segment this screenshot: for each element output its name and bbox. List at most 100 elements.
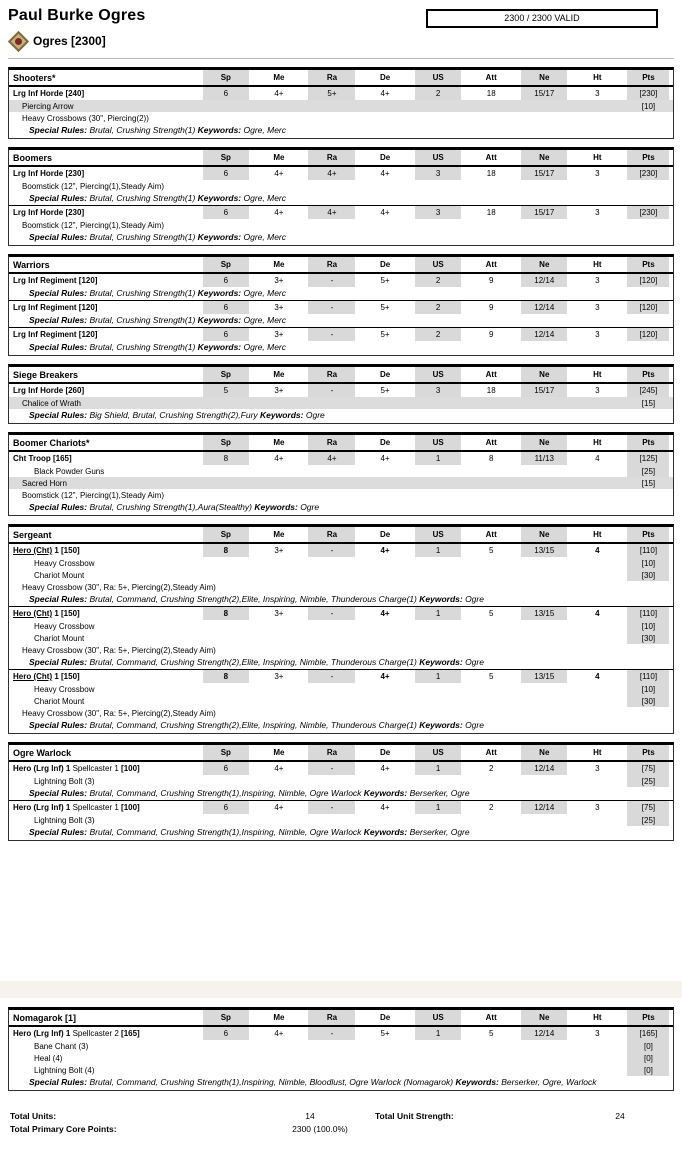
weapon-row: Heavy Crossbow (30", Ra: 5+, Piercing(2)…: [9, 707, 673, 719]
stat-cell-sp: 6: [199, 167, 253, 180]
stat-cell-pts: [75]: [623, 762, 673, 775]
weapon-row: Boomstick (12", Piercing(1),Steady Aim): [9, 180, 673, 192]
unit-table-nomagarok-1: Nomagarok [1] Sp Me Ra De US Att Ne Ht Pts Hero (L…: [8, 1007, 674, 1091]
unit-name: Lrg Inf Horde [230]: [9, 167, 199, 180]
stat-cell-de: 4+: [358, 205, 412, 219]
table-header-row: Nomagarok [1] Sp Me Ra De US Att Ne Ht Pts: [9, 1010, 673, 1027]
upgrade-name: Chariot Mount: [34, 696, 85, 706]
column-header-sp: Sp: [199, 1010, 253, 1027]
stat-cell-ra: -: [305, 274, 359, 287]
keywords-label: Keywords:: [197, 193, 242, 203]
stat-cell-ne: 15/17: [517, 205, 571, 219]
column-header-ne: Ne: [517, 257, 571, 274]
stat-cell-ht: 3: [595, 1029, 600, 1038]
stat-cell-pts: [125]: [623, 452, 673, 465]
special-rules-label: Special Rules:: [29, 657, 88, 667]
upgrade-name: Heal (4): [34, 1053, 63, 1063]
keywords-list: Berserker, Ogre: [407, 788, 470, 798]
unit-row: Lrg Inf Horde [230] 6 4+ 4+ 4+ 3 18 15/17 3 [230]: [9, 205, 673, 219]
upgrade-name: Lightning Bolt (3): [34, 815, 95, 825]
column-header-ht: Ht: [570, 367, 624, 384]
column-header-de: De: [358, 1010, 412, 1027]
unit-name: Hero (Lrg Inf) 1 Spellcaster 1 [100]: [9, 762, 199, 775]
table-name: Warriors: [9, 257, 200, 274]
stat-cell-sp: 6: [199, 87, 253, 100]
page-title: Paul Burke Ogres: [8, 7, 146, 24]
row-pts-value: [25]: [623, 814, 673, 826]
stat-cell-me: 3+: [252, 669, 306, 683]
table-header-row: Siege Breakers Sp Me Ra De US Att Ne Ht Pts: [9, 367, 673, 384]
special-rules-text: Special Rules: Big Shield, Brutal, Crush…: [9, 409, 673, 423]
stat-cell-ne: 12/14: [517, 762, 571, 775]
upgrade-name: Heavy Crossbow: [34, 684, 95, 694]
stat-cell-ht: 3: [595, 386, 600, 395]
upgrade-row: Heavy Crossbow [10]: [9, 620, 673, 632]
diamond-gem-icon: [7, 30, 30, 52]
row-pts-value: [10]: [623, 683, 673, 695]
unit-name-part: Lrg Inf Horde [240]: [13, 89, 85, 98]
stat-cell-de: 5+: [380, 386, 390, 395]
upgrade-row: Heal (4) [0]: [9, 1052, 673, 1064]
special-rules-list: Brutal, Command, Crushing Strength(2),El…: [87, 594, 420, 604]
stat-cell-de: 4+: [380, 454, 390, 463]
unit-row: Lrg Inf Regiment [120] 6 3+ - 5+ 2 9 12/14 3 [120…: [9, 274, 673, 287]
unit-name-part: 1 [150]: [52, 546, 80, 555]
stat-cell-pts: [110]: [623, 669, 673, 683]
column-header-att: Att: [464, 150, 518, 167]
unit-link[interactable]: Hero (Cht): [13, 546, 53, 555]
special-rules-text: Special Rules: Brutal, Command, Crushing…: [9, 787, 673, 800]
keywords-label: Keywords:: [197, 232, 242, 242]
special-rules-row: Special Rules: Brutal, Command, Crushing…: [9, 826, 673, 840]
unit-name-part: Lrg Inf Regiment [120]: [13, 303, 98, 312]
unit-name-part: Lrg Inf Regiment [120]: [13, 276, 98, 285]
unit-name: Cht Troop [165]: [9, 452, 199, 465]
stat-cell-de: 4+: [358, 800, 412, 814]
unit-table-boomer-chariots: Boomer Chariots* Sp Me Ra De US Att Ne Ht Pts Cht …: [8, 432, 674, 516]
unit-row: Hero (Cht) 1 [150] 8 3+ -4+ 1 5 13/15 4 [110]: [9, 606, 673, 620]
stat-cell-ne: 13/15: [517, 544, 571, 557]
weapon-name: Heavy Crossbow (30", Ra: 5+, Piercing(2)…: [22, 582, 216, 592]
keywords-label: Keywords:: [363, 788, 408, 798]
stat-cell-ra: -: [305, 800, 359, 814]
stat-cell-us: 1: [411, 762, 465, 775]
stat-cell-me: 4+: [274, 764, 284, 773]
stat-cell-ne: 12/14: [517, 1027, 571, 1040]
page-2-unit-tables: Nomagarok [1] Sp Me Ra De US Att Ne Ht Pts Hero (L…: [0, 1007, 682, 1091]
unit-row: Lrg Inf Horde [230] 6 4+ 4+ 4+ 3 18 15/17 3 [230]: [9, 167, 673, 180]
stat-cell-sp: 8: [199, 606, 253, 620]
column-header-pts: Pts: [623, 435, 673, 452]
unit-link[interactable]: Hero (Cht): [13, 672, 53, 681]
special-rules-label: Special Rules:: [29, 193, 88, 203]
stat-cell-ra: 4+: [305, 452, 359, 465]
upgrade-name: Lightning Bolt (4): [34, 1065, 95, 1075]
special-rules-text: Special Rules: Brutal, Command, Crushing…: [9, 719, 673, 733]
stat-cell-me: 3+: [252, 300, 306, 314]
stat-cell-us: 2: [411, 274, 465, 287]
weapon-name: Boomstick (12", Piercing(1),Steady Aim): [22, 490, 164, 500]
unit-link[interactable]: Hero (Cht): [13, 609, 53, 618]
column-header-me: Me: [252, 257, 306, 274]
stat-cell-pts: [120]: [623, 300, 673, 314]
keywords-label: Keywords:: [419, 657, 463, 667]
faction-line: Ogres [2300]: [7, 30, 674, 52]
column-header-sp: Sp: [199, 367, 253, 384]
special-rules-label: Special Rules:: [29, 594, 88, 604]
stat-cell-ht: 3: [570, 205, 624, 219]
table-name: Sergeant: [9, 527, 200, 544]
keywords-list: Ogre, Merc: [241, 193, 287, 203]
unit-table-boomers: Boomers Sp Me Ra De US Att Ne Ht Pts Lrg Inf Horde…: [8, 147, 674, 246]
upgrade-name: Bane Chant (3): [34, 1041, 89, 1051]
stat-cell-us: 2: [411, 327, 465, 341]
unit-name: Hero (Lrg Inf) 1 Spellcaster 2 [165]: [9, 1027, 199, 1040]
special-rules-row: Special Rules: Brutal, Command, Crushing…: [9, 656, 673, 669]
keywords-list: Ogre: [297, 502, 320, 512]
special-rules-row: Special Rules: Brutal, Crushing Strength…: [9, 124, 673, 138]
upgrade-row: Lightning Bolt (4) [0]: [9, 1064, 673, 1076]
special-rules-label: Special Rules:: [29, 232, 88, 242]
keywords-label: Keywords:: [254, 502, 298, 512]
stat-cell-us: 1: [411, 669, 465, 683]
column-header-ra: Ra: [305, 527, 359, 544]
stat-cell-us: 1: [411, 800, 465, 814]
table-name: Ogre Warlock: [9, 745, 200, 762]
